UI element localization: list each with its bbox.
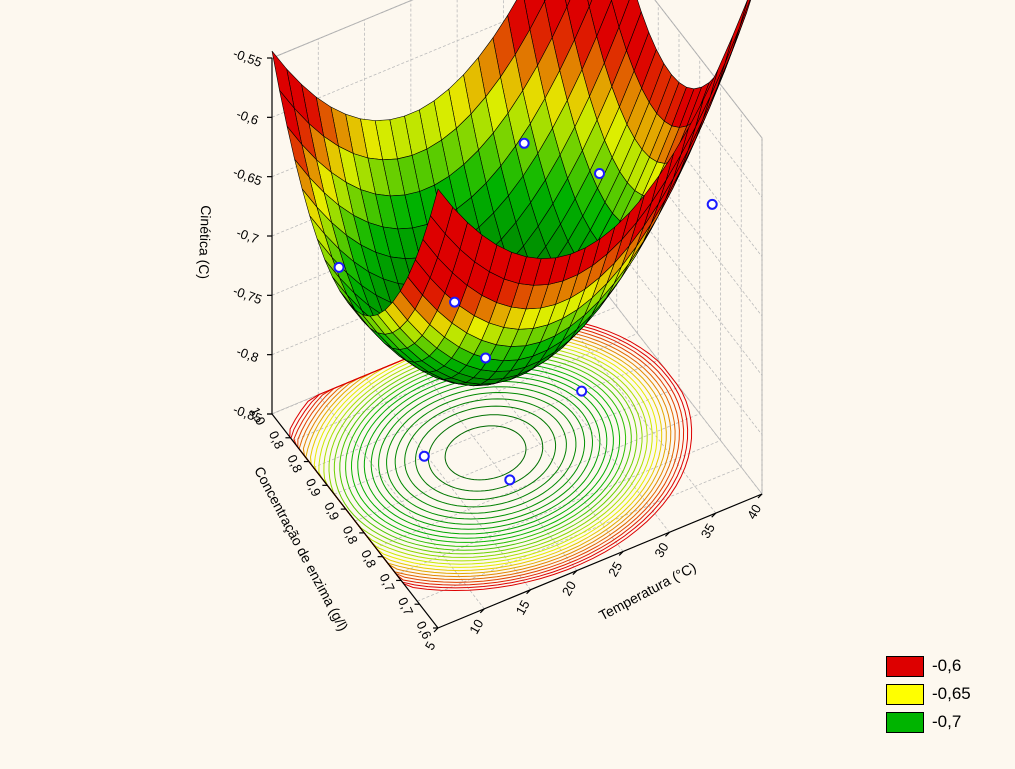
z-tick-label: -0,6 [234, 106, 260, 128]
x-tick [618, 551, 624, 556]
x-tick-label: 35 [698, 521, 718, 541]
x-tick [665, 531, 670, 537]
grid-line [271, 0, 763, 198]
data-point [594, 167, 606, 179]
data-point [518, 137, 530, 149]
grid-line [271, 0, 763, 139]
x-tick [526, 589, 531, 595]
data-point [449, 296, 461, 308]
x-tick-label: 5 [422, 639, 439, 653]
x-tick-label: 10 [466, 617, 486, 637]
x-tick-label: 25 [605, 559, 625, 579]
contour-line [404, 398, 567, 508]
grid-line [375, 413, 700, 549]
y-tick-label: 0,8 [284, 452, 305, 475]
z-tick-label: -0,75 [231, 283, 264, 307]
grid-line [354, 386, 680, 522]
legend: -0,6 -0,65 -0,7 [886, 652, 971, 736]
contour-line [444, 425, 527, 481]
y-tick-label: 0,8 [266, 429, 287, 452]
x-tick [572, 570, 578, 575]
data-point [480, 352, 492, 364]
legend-item: -0,7 [886, 708, 971, 736]
x-tick-label: 40 [744, 502, 764, 522]
z-tick-label: -0,7 [234, 225, 260, 247]
data-point [504, 474, 516, 486]
x-tick-label: 20 [559, 578, 579, 598]
z-axis-title: Cinética (C) [196, 205, 215, 279]
grid-line [334, 359, 659, 495]
surface-cell [724, 0, 748, 64]
y-tick-label: 0,9 [321, 500, 342, 523]
y-tick-label: 0,8 [358, 547, 379, 570]
data-point [706, 198, 718, 210]
x-tick-label: 30 [651, 540, 671, 560]
surface-cell [587, 0, 593, 8]
contour-line [427, 414, 544, 492]
y-tick-label: 0,6 [413, 619, 434, 642]
response-surface [271, 0, 752, 387]
surface-cell [430, 188, 454, 235]
data-point [418, 450, 430, 462]
legend-label: -0,7 [932, 712, 962, 731]
x-tick [711, 512, 717, 518]
contour-line [386, 386, 586, 520]
grid-line [396, 440, 721, 575]
y-tick-label: 0,7 [377, 571, 398, 594]
legend-item: -0,6 [886, 652, 971, 680]
z-tick-label: -0,55 [231, 46, 264, 70]
x-tick [757, 493, 763, 499]
y-tick-label: 0,9 [303, 476, 324, 499]
x-axis-line [437, 493, 763, 629]
y-axis-line [271, 413, 439, 629]
z-tick-label: -0,65 [231, 164, 264, 188]
x-tick-label: 15 [513, 597, 533, 617]
contour-line [394, 391, 577, 514]
legend-swatch [886, 655, 924, 677]
legend-item: -0,65 [886, 680, 971, 708]
legend-label: -0,6 [932, 656, 962, 675]
z-tick-label: -0,8 [234, 344, 260, 366]
y-tick-label: 0,7 [395, 595, 416, 618]
x-tick [479, 608, 485, 614]
y-tick-label: 0,8 [340, 524, 361, 547]
data-point [333, 261, 345, 273]
contour-line [415, 405, 557, 501]
data-points [333, 137, 718, 486]
x-tick [433, 627, 439, 633]
legend-label: -0,65 [932, 684, 971, 703]
legend-swatch [886, 711, 924, 733]
legend-swatch [886, 683, 924, 705]
data-point [576, 385, 588, 397]
y-tick-label: 1,0 [247, 405, 268, 428]
